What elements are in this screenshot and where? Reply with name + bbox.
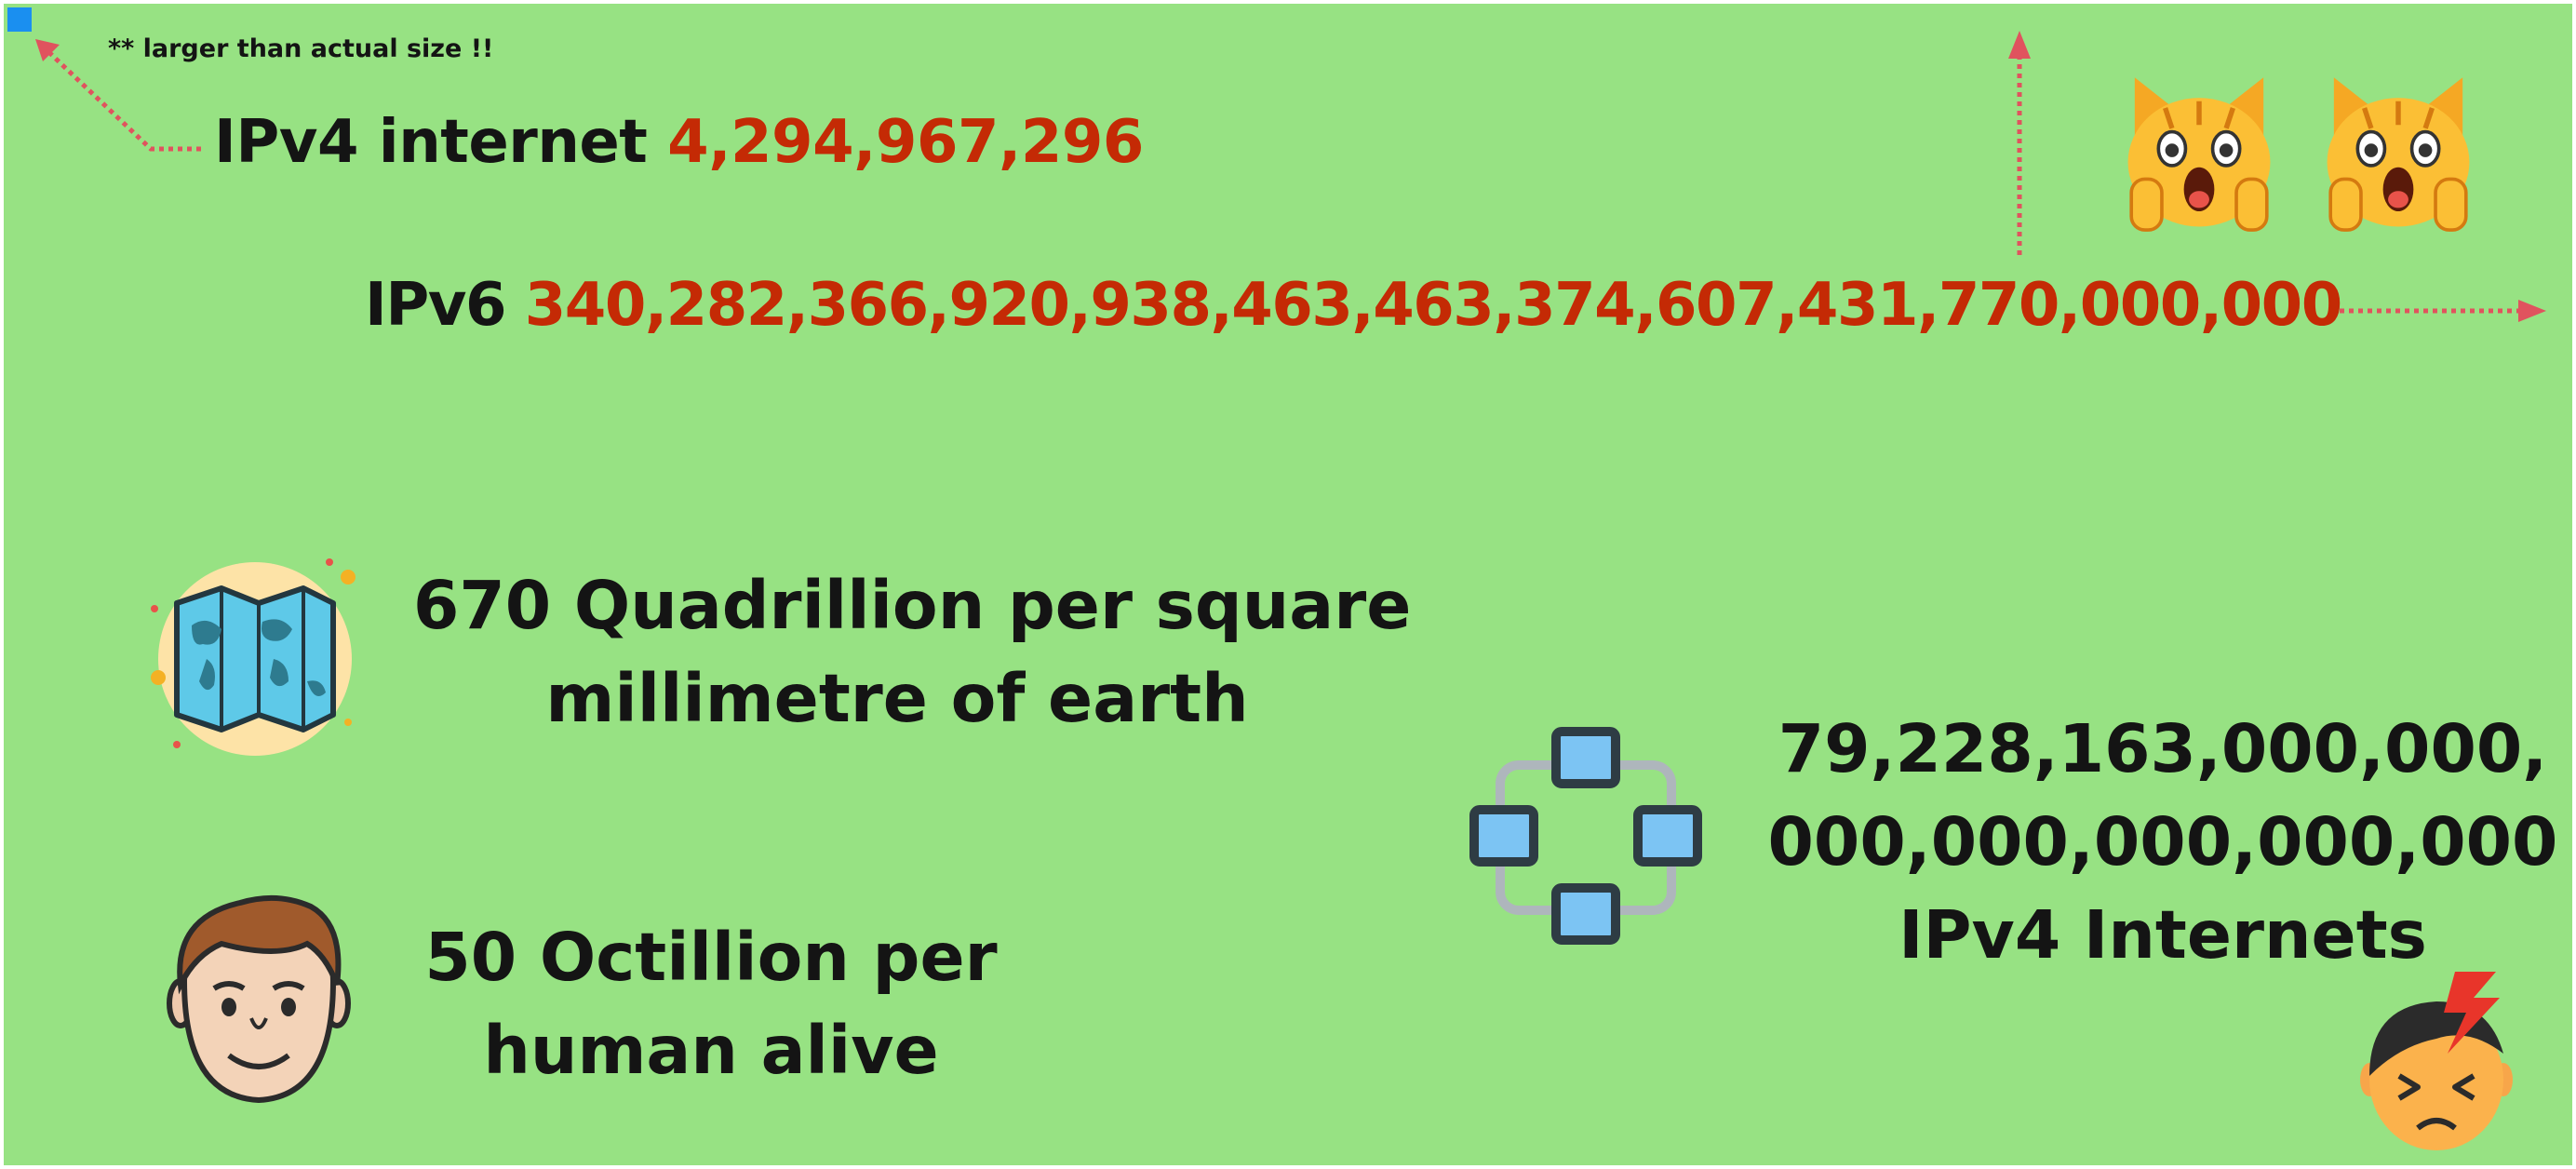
fact-human-line1: 50 Octillion per xyxy=(424,919,998,996)
ipv6-value: 340,282,366,920,938,463,463,374,607,431,… xyxy=(524,271,2342,340)
ipv4-value: 4,294,967,296 xyxy=(667,108,1144,177)
fact-human-line2: human alive xyxy=(483,1012,939,1089)
headache-face-icon xyxy=(2360,972,2513,1150)
network-icon xyxy=(1469,727,1702,945)
shocked-cat-icon xyxy=(2327,77,2470,232)
selection-handle[interactable] xyxy=(7,7,32,32)
ipv6-label: IPv6 xyxy=(365,271,506,340)
man-face-icon xyxy=(167,894,351,1104)
fact-earth-line1: 670 Quadrillion per square xyxy=(413,567,1412,644)
arrow-icon xyxy=(2340,300,2546,322)
arrow-icon xyxy=(35,39,201,152)
fact-internets: 79,228,163,000,000, 000,000,000,000,000 … xyxy=(1753,703,2572,982)
fact-human: 50 Octillion per human alive xyxy=(413,911,1009,1097)
size-note: ** larger than actual size !! xyxy=(108,34,494,63)
fact-internets-line2: 000,000,000,000,000 xyxy=(1767,803,2558,880)
ipv6-line: IPv6 340,282,366,920,938,463,463,374,607… xyxy=(365,271,2342,340)
fact-earth: 670 Quadrillion per square millimetre of… xyxy=(413,559,1412,746)
fact-internets-line1: 79,228,163,000,000, xyxy=(1778,710,2548,787)
fact-internets-line3: IPv4 Internets xyxy=(1898,896,2427,974)
arrow-icon xyxy=(2008,31,2031,255)
shocked-cat-icon xyxy=(2127,77,2271,232)
world-map-icon xyxy=(151,558,356,756)
ipv4-label: IPv4 internet xyxy=(214,108,648,177)
ipv4-line: IPv4 internet 4,294,967,296 xyxy=(214,108,1144,177)
fact-earth-line2: millimetre of earth xyxy=(545,660,1249,737)
slide-canvas: ** larger than actual size !! IPv4 inter… xyxy=(4,4,2572,1165)
